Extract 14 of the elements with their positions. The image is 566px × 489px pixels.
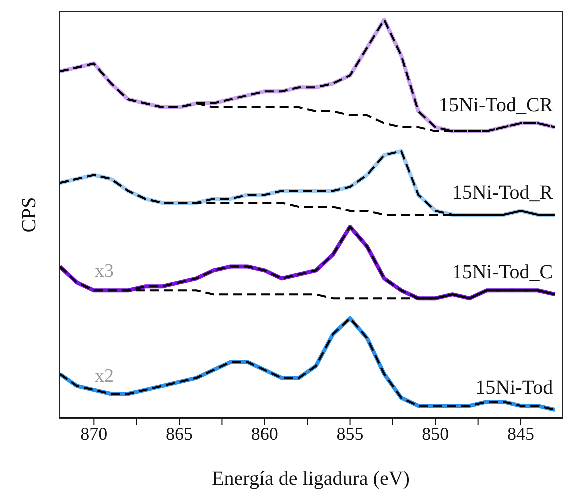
x-tick-label: 850 (422, 424, 450, 444)
x-tick-label: 860 (251, 424, 278, 444)
x-axis-title: Energía de ligadura (eV) (212, 468, 410, 489)
x-tick-label: 855 (336, 424, 364, 444)
annotation: x2 (95, 366, 114, 387)
x-tick-label: 870 (80, 424, 108, 444)
annotation: x3 (95, 261, 114, 282)
x-tick-label: 865 (166, 424, 194, 444)
series-label: 15Ni-Tod_R (452, 182, 554, 204)
series-label: 15Ni-Tod_C (452, 262, 554, 284)
x-tick-label: 845 (508, 424, 535, 444)
series-label: 15Ni-Tod_CR (439, 94, 554, 116)
y-axis-title: CPS (18, 197, 42, 233)
series-label: 15Ni-Tod (476, 377, 554, 400)
